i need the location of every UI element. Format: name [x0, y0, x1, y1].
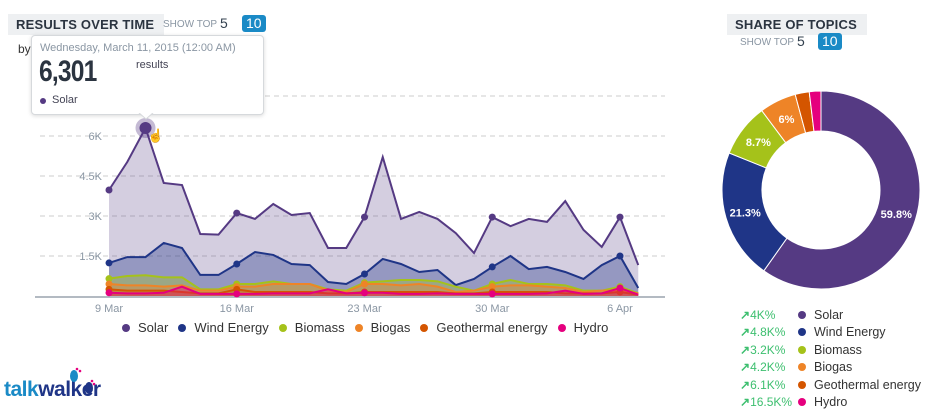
- legend-label: Biomass: [295, 320, 345, 335]
- data-point: [106, 187, 113, 194]
- data-point: [617, 214, 624, 221]
- change-value: ↗4.8K%: [740, 325, 798, 339]
- legend-item[interactable]: Geothermal energy: [420, 320, 547, 335]
- x-tick-label: 9 Mar: [95, 303, 123, 315]
- data-point: [233, 261, 240, 268]
- legend-dot: [279, 324, 287, 332]
- share-legend-dot: [798, 311, 806, 319]
- data-point: [233, 210, 240, 217]
- change-value: ↗3.2K%: [740, 343, 798, 357]
- legend-item[interactable]: Hydro: [558, 320, 609, 335]
- share-show-top-5-button[interactable]: 5: [797, 33, 805, 49]
- legend-label: Geothermal energy: [436, 320, 547, 335]
- share-of-topics-title: SHARE OF TOPICS: [727, 14, 867, 35]
- data-point: [489, 290, 496, 297]
- share-legend-label: Wind Energy: [814, 325, 886, 339]
- share-legend-item[interactable]: ↗4.2K% Biogas: [740, 359, 921, 377]
- legend-dot: [122, 324, 130, 332]
- footprints-logo-icon: [64, 366, 98, 400]
- legend-item[interactable]: Biomass: [279, 320, 345, 335]
- data-point: [106, 289, 113, 296]
- share-show-top-label: SHOW TOP: [740, 37, 794, 48]
- share-legend-dot: [798, 398, 806, 406]
- data-point: [361, 214, 368, 221]
- data-point: [489, 263, 496, 270]
- chart-tooltip: Wednesday, March 11, 2015 (12:00 AM) 6,3…: [31, 35, 264, 115]
- change-value: ↗4.2K%: [740, 360, 798, 374]
- share-legend-dot: [798, 346, 806, 354]
- x-tick-label: 6 Apr: [607, 303, 633, 315]
- legend-label: Hydro: [574, 320, 609, 335]
- legend-item[interactable]: Solar: [122, 320, 168, 335]
- share-legend-item[interactable]: ↗4.8K% Wind Energy: [740, 324, 921, 342]
- legend-dot: [178, 324, 186, 332]
- share-legend-label: Hydro: [814, 395, 847, 409]
- tooltip-date: Wednesday, March 11, 2015 (12:00 AM): [40, 42, 236, 54]
- arrow-up-right-icon: ↗: [740, 343, 750, 357]
- arrow-up-right-icon: ↗: [740, 308, 750, 322]
- pointer-cursor-icon: ☝: [148, 127, 164, 144]
- share-legend-item[interactable]: ↗6.1K% Geothermal energy: [740, 376, 921, 394]
- y-tick-label: 3K: [89, 211, 103, 223]
- legend-label: Biogas: [371, 320, 411, 335]
- share-legend-item[interactable]: ↗16.5K% Hydro: [740, 394, 921, 411]
- arrow-up-right-icon: ↗: [740, 395, 750, 409]
- donut-slice-label: 6%: [779, 114, 795, 126]
- legend-dot: [558, 324, 566, 332]
- x-tick-label: 30 Mar: [475, 303, 510, 315]
- share-legend-dot: [798, 363, 806, 371]
- data-point: [361, 281, 368, 288]
- data-point: [361, 289, 368, 296]
- donut-slice-label: 8.7%: [746, 137, 771, 149]
- legend-label: Solar: [138, 320, 168, 335]
- change-value: ↗4K%: [740, 308, 798, 322]
- legend-item[interactable]: Wind Energy: [178, 320, 268, 335]
- share-donut-chart: 59.8% 21.3% 8.7% 6%: [716, 85, 926, 295]
- data-point: [617, 285, 624, 292]
- y-tick-label: 1.5K: [79, 251, 102, 263]
- x-tick-label: 23 Mar: [347, 303, 382, 315]
- arrow-up-right-icon: ↗: [740, 378, 750, 392]
- arrow-up-right-icon: ↗: [740, 325, 750, 339]
- chart-legend: Solar Wind Energy Biomass Biogas Geothermal …: [122, 320, 618, 335]
- x-tick-label: 16 Mar: [220, 303, 255, 315]
- y-tick-label: 4.5K: [79, 171, 102, 183]
- share-legend-label: Biogas: [814, 360, 852, 374]
- data-point: [233, 290, 240, 297]
- change-value: ↗6.1K%: [740, 378, 798, 392]
- data-point: [489, 214, 496, 221]
- tooltip-value: 6,301: [39, 55, 96, 89]
- legend-label: Wind Energy: [194, 320, 268, 335]
- arrow-up-right-icon: ↗: [740, 360, 750, 374]
- legend-dot: [355, 324, 363, 332]
- share-legend: ↗4K%Solar↗4.8K%Wind Energy↗3.2K%Biomass↗…: [740, 306, 921, 411]
- data-point: [617, 253, 624, 260]
- share-legend-item[interactable]: ↗4K% Solar: [740, 306, 921, 324]
- legend-item[interactable]: Biogas: [355, 320, 411, 335]
- data-point: [361, 271, 368, 278]
- tooltip-series-dot: [40, 98, 46, 104]
- tooltip-series: Solar: [52, 94, 78, 106]
- tooltip-pointer: [138, 112, 154, 120]
- y-tick-label: 6K: [89, 131, 103, 143]
- share-legend-label: Geothermal energy: [814, 378, 921, 392]
- share-legend-dot: [798, 381, 806, 389]
- change-value: ↗16.5K%: [740, 395, 798, 409]
- share-legend-label: Biomass: [814, 343, 862, 357]
- data-point: [106, 259, 113, 266]
- share-legend-item[interactable]: ↗3.2K% Biomass: [740, 341, 921, 359]
- donut-slice-label: 21.3%: [730, 207, 761, 219]
- share-legend-dot: [798, 328, 806, 336]
- share-show-top-10-button[interactable]: 10: [818, 33, 842, 50]
- legend-dot: [420, 324, 428, 332]
- donut-slice-label: 59.8%: [881, 209, 912, 221]
- share-legend-label: Solar: [814, 308, 843, 322]
- tooltip-unit: results: [136, 59, 168, 71]
